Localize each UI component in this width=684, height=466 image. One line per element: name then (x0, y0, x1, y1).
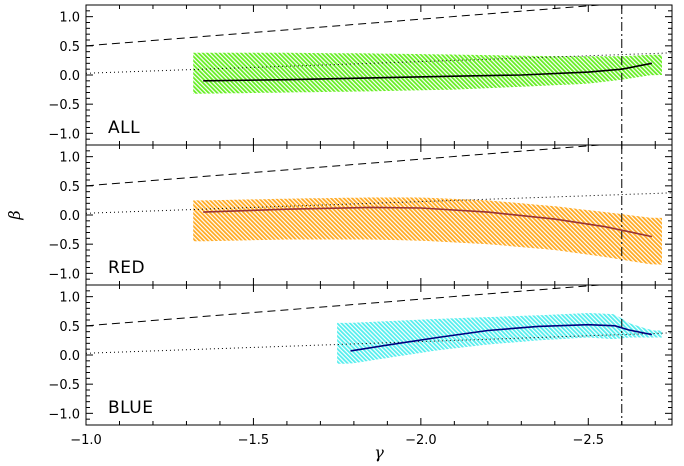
y-tick-label: −1.0 (48, 267, 80, 282)
dashed-reference-line (86, 285, 606, 327)
dotted-reference-line (86, 192, 672, 214)
y-tick-label: −0.5 (48, 378, 80, 393)
dotted-reference-line (86, 52, 672, 74)
y-tick-label: −1.0 (48, 407, 80, 422)
dotted-reference-line (86, 332, 672, 354)
dashed-reference-line (86, 145, 606, 187)
y-tick-label: 0.5 (59, 180, 80, 195)
y-tick-label: −0.5 (48, 238, 80, 253)
panel-label-blue: BLUE (108, 398, 153, 418)
y-tick-label: −0.5 (48, 98, 80, 113)
panels-group: −1.0 −0.5 0.0 0.5 1.0 ALL −1.0 −0.5 0.0 0.5 1.0 RED… (48, 4, 673, 448)
panel-blue: −1.0 −0.5 0.0 0.5 1.0 BLUE (48, 284, 673, 426)
x-tick-label: −2.0 (405, 433, 437, 448)
panel-label-red: RED (108, 258, 145, 278)
x-tick-label: −1.0 (70, 433, 102, 448)
x-tick-label: −2.5 (572, 433, 604, 448)
dashed-reference-line (86, 5, 606, 47)
uncertainty-band-all (193, 52, 662, 94)
y-axis-title: β (5, 210, 24, 220)
y-tick-label: 0.0 (59, 349, 80, 364)
median-curve-red (203, 206, 653, 238)
y-tick-label: 0.5 (59, 40, 80, 55)
panel-label-all: ALL (108, 118, 140, 138)
y-tick-label: 1.0 (59, 11, 80, 26)
median-curve-all (203, 62, 653, 82)
x-axis-title: γ (374, 443, 384, 462)
y-tick-label: 0.0 (59, 209, 80, 224)
panel-red: −1.0 −0.5 0.0 0.5 1.0 RED (48, 144, 673, 286)
median-curve-blue (350, 323, 653, 352)
panel-all: −1.0 −0.5 0.0 0.5 1.0 ALL (48, 4, 673, 146)
y-tick-label: 0.5 (59, 320, 80, 335)
y-tick-label: 0.0 (59, 69, 80, 84)
uncertainty-band-blue (337, 313, 662, 364)
y-tick-label: 1.0 (59, 291, 80, 306)
x-tick-label: −1.5 (238, 433, 270, 448)
y-tick-label: 1.0 (59, 151, 80, 166)
uncertainty-band-red (193, 197, 662, 265)
y-tick-label: −1.0 (48, 127, 80, 142)
